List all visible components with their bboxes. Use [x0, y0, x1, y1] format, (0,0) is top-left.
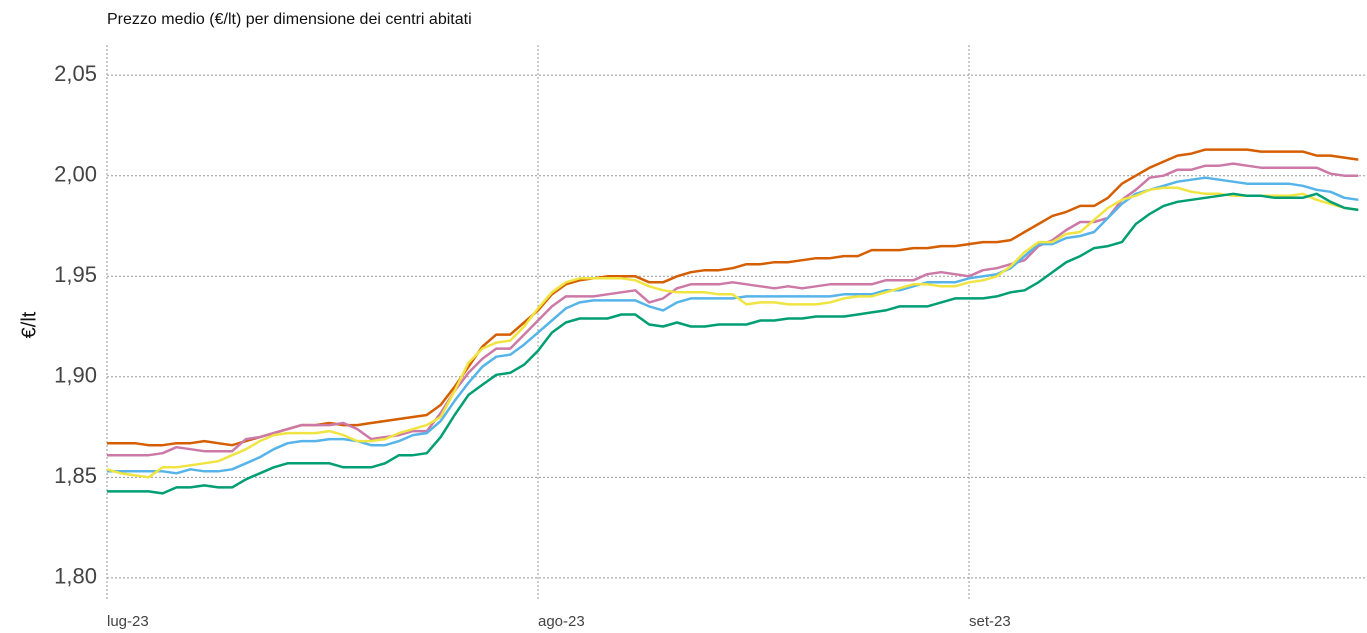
series-line	[107, 162, 1359, 457]
series-line	[107, 192, 1359, 495]
y-tick-label: 2,05	[54, 61, 97, 86]
x-tick-label: ago-23	[538, 613, 585, 630]
y-axis-label: €/lt	[18, 311, 40, 338]
x-tick-label: lug-23	[107, 613, 149, 630]
y-tick-label: 1,95	[54, 262, 97, 287]
y-tick-label: 1,90	[54, 363, 97, 388]
x-tick-label: set-23	[969, 613, 1011, 630]
y-tick-label: 2,00	[54, 162, 97, 187]
chart-title: Prezzo medio (€/lt) per dimensione dei c…	[107, 11, 472, 28]
y-tick-label: 1,85	[54, 463, 97, 488]
y-tick-label: 1,80	[54, 564, 97, 589]
series-line	[106, 186, 1359, 479]
